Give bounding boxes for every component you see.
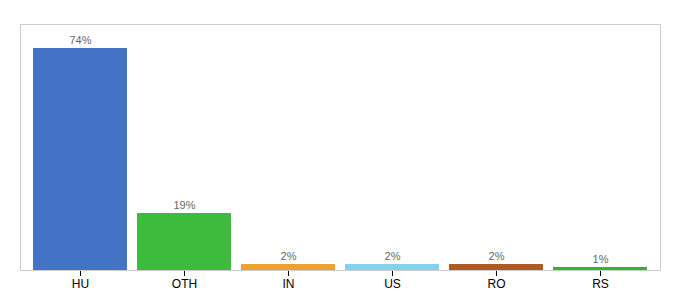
svg-text:RO: RO [488, 277, 506, 291]
svg-text:OTH: OTH [172, 277, 197, 291]
svg-text:74%: 74% [69, 34, 91, 46]
svg-text:RS: RS [592, 277, 609, 291]
svg-text:IN: IN [283, 277, 295, 291]
svg-text:2%: 2% [385, 250, 401, 262]
svg-text:US: US [384, 277, 401, 291]
svg-text:HU: HU [72, 277, 89, 291]
svg-text:1%: 1% [593, 253, 609, 265]
svg-text:2%: 2% [281, 250, 297, 262]
svg-text:2%: 2% [489, 250, 505, 262]
svg-text:19%: 19% [173, 199, 195, 211]
